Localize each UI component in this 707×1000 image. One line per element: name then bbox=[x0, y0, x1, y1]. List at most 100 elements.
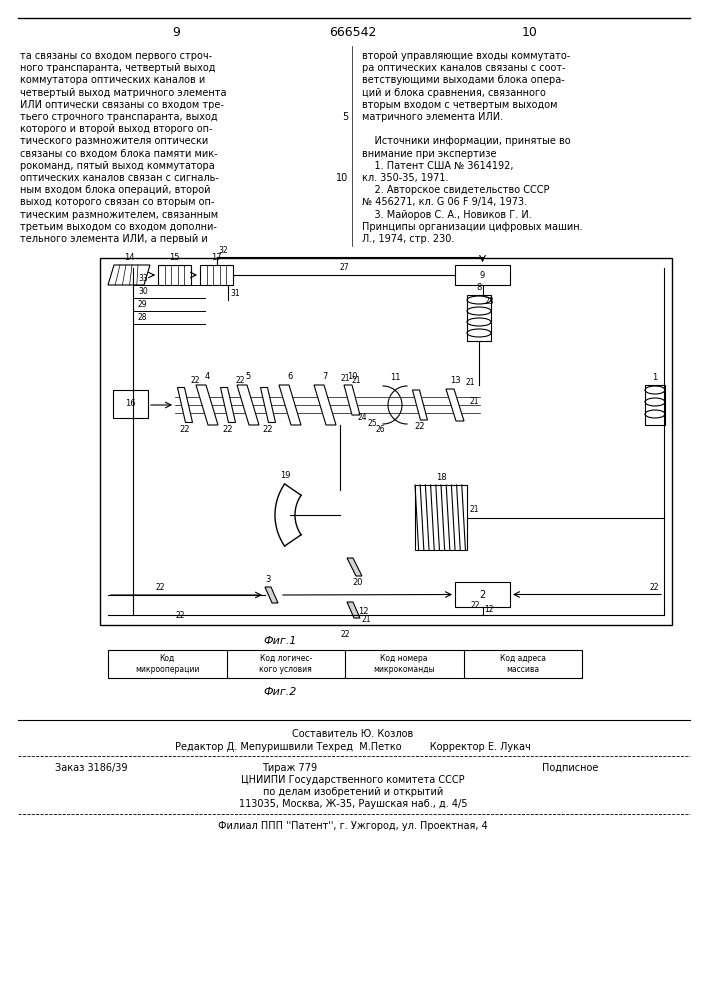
Text: 17: 17 bbox=[211, 253, 222, 262]
Text: 4: 4 bbox=[204, 372, 209, 381]
Text: 22: 22 bbox=[650, 582, 659, 591]
Text: 10: 10 bbox=[336, 173, 348, 183]
Text: выход которого связан со вторым оп-: выход которого связан со вторым оп- bbox=[20, 197, 214, 207]
Text: ций и блока сравнения, связанного: ций и блока сравнения, связанного bbox=[362, 88, 546, 98]
Text: ным входом блока операций, второй: ным входом блока операций, второй bbox=[20, 185, 211, 195]
Text: 31: 31 bbox=[230, 289, 240, 298]
Text: кл. 350-35, 1971.: кл. 350-35, 1971. bbox=[362, 173, 448, 183]
Text: 21: 21 bbox=[470, 397, 479, 406]
Text: 21: 21 bbox=[351, 376, 361, 385]
Polygon shape bbox=[446, 389, 464, 421]
Text: 22: 22 bbox=[415, 422, 425, 431]
Text: Подписное: Подписное bbox=[542, 763, 598, 773]
Polygon shape bbox=[196, 385, 218, 425]
Text: 11: 11 bbox=[390, 373, 400, 382]
Text: вторым входом с четвертым выходом: вторым входом с четвертым выходом bbox=[362, 100, 558, 110]
Text: 30: 30 bbox=[138, 287, 148, 296]
Text: 32: 32 bbox=[218, 246, 228, 255]
Text: 2: 2 bbox=[479, 589, 486, 599]
Text: тельного элемента ИЛИ, а первый и: тельного элемента ИЛИ, а первый и bbox=[20, 234, 208, 244]
Text: 14: 14 bbox=[124, 253, 134, 262]
Ellipse shape bbox=[467, 307, 491, 315]
Text: 22: 22 bbox=[223, 424, 233, 434]
Text: ного транспаранта, четвертый выход: ного транспаранта, четвертый выход bbox=[20, 63, 216, 73]
Text: 113035, Москва, Ж-35, Раушская наб., д. 4/5: 113035, Москва, Ж-35, Раушская наб., д. … bbox=[239, 799, 467, 809]
Ellipse shape bbox=[645, 398, 665, 406]
Text: 22: 22 bbox=[190, 376, 200, 385]
Text: тического размножителя оптически: тического размножителя оптически bbox=[20, 136, 209, 146]
Ellipse shape bbox=[467, 296, 491, 304]
Text: Заказ 3186/39: Заказ 3186/39 bbox=[55, 763, 127, 773]
Text: связаны со входом блока памяти мик-: связаны со входом блока памяти мик- bbox=[20, 149, 218, 159]
Text: рокоманд, пятый выход коммутатора: рокоманд, пятый выход коммутатора bbox=[20, 161, 215, 171]
Text: 10: 10 bbox=[522, 26, 538, 39]
Text: 10: 10 bbox=[346, 372, 357, 381]
Polygon shape bbox=[177, 387, 192, 422]
Text: Тираж 779: Тираж 779 bbox=[262, 763, 317, 773]
Polygon shape bbox=[260, 387, 276, 422]
Text: Фиг.2: Фиг.2 bbox=[263, 687, 297, 697]
Text: 26: 26 bbox=[375, 425, 385, 434]
Text: ветствующими выходами блока опера-: ветствующими выходами блока опера- bbox=[362, 75, 565, 85]
Text: оптических каналов связан с сигналь-: оптических каналов связан с сигналь- bbox=[20, 173, 219, 183]
Polygon shape bbox=[265, 587, 278, 603]
Text: тьего строчного транспаранта, выход: тьего строчного транспаранта, выход bbox=[20, 112, 218, 122]
Bar bbox=[467, 295, 491, 341]
Text: которого и второй выход второго оп-: которого и второй выход второго оп- bbox=[20, 124, 213, 134]
Text: 22: 22 bbox=[156, 583, 165, 592]
Text: 22: 22 bbox=[263, 424, 273, 434]
Text: ИЛИ оптически связаны со входом тре-: ИЛИ оптически связаны со входом тре- bbox=[20, 100, 224, 110]
Polygon shape bbox=[344, 385, 360, 415]
Text: 19: 19 bbox=[280, 471, 291, 480]
Ellipse shape bbox=[645, 410, 665, 418]
Bar bbox=[113, 390, 148, 418]
Bar bbox=[455, 265, 510, 285]
Text: 16: 16 bbox=[125, 399, 136, 408]
Text: Принципы организации цифровых машин.: Принципы организации цифровых машин. bbox=[362, 222, 583, 232]
Text: третьим выходом со входом дополни-: третьим выходом со входом дополни- bbox=[20, 222, 217, 232]
Text: 2. Авторское свидетельство СССР: 2. Авторское свидетельство СССР bbox=[362, 185, 549, 195]
Text: ра оптических каналов связаны с соот-: ра оптических каналов связаны с соот- bbox=[362, 63, 566, 73]
Polygon shape bbox=[279, 385, 301, 425]
Text: 25: 25 bbox=[368, 419, 378, 428]
Text: по делам изобретений и открытий: по делам изобретений и открытий bbox=[263, 787, 443, 797]
Ellipse shape bbox=[467, 329, 491, 337]
Text: ЦНИИПИ Государственного комитета СССР: ЦНИИПИ Государственного комитета СССР bbox=[241, 775, 464, 785]
Text: 5: 5 bbox=[245, 372, 250, 381]
Bar bbox=[415, 485, 467, 550]
Text: № 456271, кл. G 06 F 9/14, 1973.: № 456271, кл. G 06 F 9/14, 1973. bbox=[362, 197, 527, 207]
Text: 21: 21 bbox=[465, 378, 474, 387]
Text: 18: 18 bbox=[436, 473, 446, 482]
Text: 22: 22 bbox=[180, 424, 190, 434]
Polygon shape bbox=[347, 558, 362, 576]
Polygon shape bbox=[314, 385, 336, 425]
Bar bbox=[200, 265, 233, 285]
Text: 9: 9 bbox=[480, 270, 485, 279]
Text: 21: 21 bbox=[470, 506, 479, 514]
Text: 666542: 666542 bbox=[329, 26, 377, 39]
Ellipse shape bbox=[467, 318, 491, 326]
Text: внимание при экспертизе: внимание при экспертизе bbox=[362, 149, 496, 159]
Text: матричного элемента ИЛИ.: матричного элемента ИЛИ. bbox=[362, 112, 503, 122]
Text: Источники информации, принятые во: Источники информации, принятые во bbox=[362, 136, 571, 146]
Polygon shape bbox=[221, 387, 235, 422]
Text: 22: 22 bbox=[470, 601, 480, 610]
Text: 1. Патент США № 3614192,: 1. Патент США № 3614192, bbox=[362, 161, 513, 171]
Polygon shape bbox=[412, 390, 428, 420]
Text: 7: 7 bbox=[322, 372, 327, 381]
Text: 23: 23 bbox=[484, 297, 494, 306]
Text: 5: 5 bbox=[341, 112, 348, 122]
Bar bbox=[108, 650, 582, 678]
Text: 29: 29 bbox=[138, 300, 148, 309]
Text: 22: 22 bbox=[235, 376, 245, 385]
Text: Код номера
микрокоманды: Код номера микрокоманды bbox=[373, 654, 435, 674]
Text: Код адреса
массива: Код адреса массива bbox=[500, 654, 546, 674]
Text: 15: 15 bbox=[169, 253, 180, 262]
Text: Редактор Д. Мепуришвили Техред  М.Петко         Корректор Е. Лукач: Редактор Д. Мепуришвили Техред М.Петко К… bbox=[175, 742, 531, 752]
Text: тическим размножителем, связанным: тическим размножителем, связанным bbox=[20, 210, 218, 220]
Text: четвертый выход матричного элемента: четвертый выход матричного элемента bbox=[20, 88, 226, 98]
Text: 27: 27 bbox=[339, 263, 349, 272]
Text: 33: 33 bbox=[138, 274, 148, 283]
Text: 8: 8 bbox=[477, 283, 481, 292]
Text: 24: 24 bbox=[358, 413, 368, 422]
